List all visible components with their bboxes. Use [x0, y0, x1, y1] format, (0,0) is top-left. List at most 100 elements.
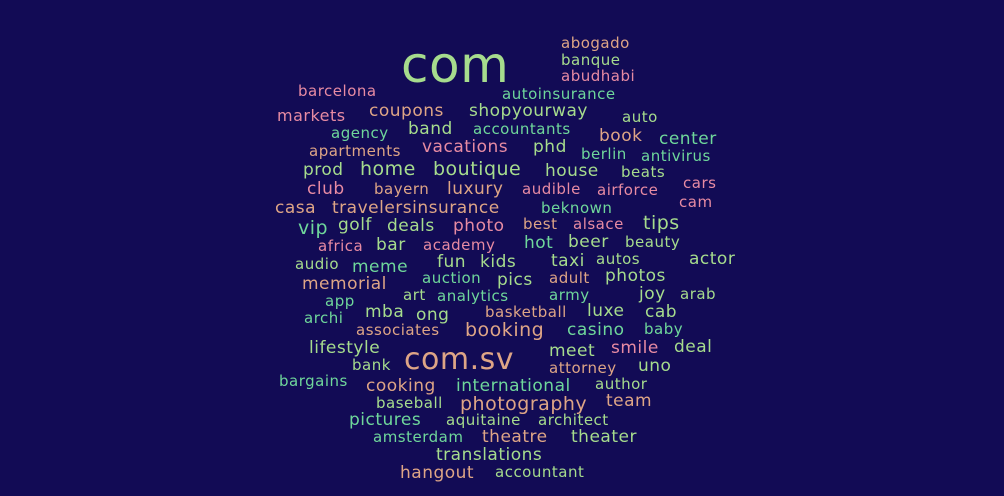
- word-beats: beats: [621, 163, 666, 181]
- word-associates: associates: [356, 321, 440, 339]
- word-ong: ong: [416, 305, 450, 325]
- word-mba: mba: [365, 302, 405, 322]
- word-cars: cars: [683, 174, 717, 192]
- word-deals: deals: [387, 216, 435, 236]
- word-cooking: cooking: [366, 376, 436, 396]
- word-com: com: [401, 36, 510, 94]
- word-beauty: beauty: [625, 233, 681, 251]
- word-photos: photos: [605, 266, 666, 286]
- word-basketball: basketball: [485, 303, 567, 321]
- word-cab: cab: [645, 302, 678, 322]
- word-barcelona: barcelona: [298, 82, 377, 100]
- word-auction: auction: [422, 269, 482, 287]
- word-memorial: memorial: [302, 274, 387, 294]
- word-academy: academy: [423, 236, 496, 254]
- word-hot: hot: [524, 233, 554, 253]
- word-international: international: [456, 376, 571, 396]
- word-theater: theater: [571, 427, 637, 447]
- word-deal: deal: [674, 337, 713, 357]
- word-berlin: berlin: [581, 145, 627, 163]
- word-beknown: beknown: [541, 199, 613, 217]
- word-band: band: [408, 119, 453, 139]
- word-africa: africa: [318, 237, 364, 255]
- word-apartments: apartments: [309, 142, 401, 160]
- word-pictures: pictures: [349, 410, 422, 430]
- word-booking: booking: [465, 319, 545, 341]
- word-amsterdam: amsterdam: [373, 428, 464, 446]
- word-cam: cam: [679, 193, 713, 211]
- word-antivirus: antivirus: [641, 147, 711, 165]
- word-smile: smile: [611, 338, 659, 358]
- word-hangout: hangout: [400, 463, 475, 483]
- word-com-sv: com.sv: [404, 342, 514, 377]
- word-analytics: analytics: [437, 287, 509, 305]
- word-center: center: [659, 129, 717, 149]
- word-autoinsurance: autoinsurance: [502, 85, 616, 103]
- word-audible: audible: [522, 180, 581, 198]
- word-taxi: taxi: [551, 251, 585, 271]
- word-art: art: [403, 286, 426, 304]
- word-luxury: luxury: [447, 179, 504, 199]
- word-translations: translations: [436, 445, 543, 465]
- word-theatre: theatre: [482, 427, 548, 447]
- word-home: home: [360, 158, 416, 180]
- word-phd: phd: [533, 137, 567, 157]
- word-book: book: [599, 126, 643, 146]
- word-baseball: baseball: [376, 394, 443, 412]
- word-app: app: [325, 292, 355, 310]
- word-team: team: [606, 391, 653, 411]
- word-accountants: accountants: [473, 120, 571, 138]
- word-architect: architect: [538, 411, 609, 429]
- word-vip: vip: [298, 217, 329, 239]
- word-auto: auto: [622, 108, 658, 126]
- word-club: club: [307, 179, 345, 199]
- word-photography: photography: [460, 393, 588, 415]
- word-accountant: accountant: [495, 463, 585, 481]
- word-best: best: [523, 215, 558, 233]
- word-abudhabi: abudhabi: [561, 67, 636, 85]
- word-markets: markets: [277, 106, 346, 125]
- word-shopyourway: shopyourway: [469, 101, 588, 121]
- word-arab: arab: [680, 285, 717, 303]
- word-joy: joy: [639, 284, 666, 304]
- word-boutique: boutique: [433, 158, 522, 180]
- word-airforce: airforce: [597, 181, 659, 199]
- word-photo: photo: [453, 216, 505, 236]
- word-agency: agency: [331, 124, 389, 142]
- word-banque: banque: [561, 51, 621, 69]
- word-tips: tips: [643, 212, 680, 234]
- word-adult: adult: [549, 269, 590, 287]
- word-casino: casino: [567, 320, 625, 340]
- word-lifestyle: lifestyle: [309, 338, 381, 358]
- word-bar: bar: [376, 235, 406, 255]
- word-meme: meme: [352, 257, 409, 277]
- word-abogado: abogado: [561, 34, 630, 52]
- word-uno: uno: [638, 356, 672, 376]
- word-army: army: [549, 286, 590, 304]
- word-kids: kids: [480, 252, 517, 272]
- word-bank: bank: [352, 356, 391, 374]
- word-golf: golf: [338, 215, 372, 235]
- word-attorney: attorney: [549, 359, 617, 377]
- word-aquitaine: aquitaine: [446, 411, 521, 429]
- word-meet: meet: [549, 341, 596, 361]
- word-alsace: alsace: [573, 215, 624, 233]
- word-vacations: vacations: [422, 137, 509, 157]
- word-autos: autos: [596, 250, 641, 268]
- word-archi: archi: [304, 309, 344, 327]
- word-coupons: coupons: [369, 101, 444, 121]
- word-bayern: bayern: [374, 180, 430, 198]
- word-casa: casa: [275, 198, 317, 218]
- word-pics: pics: [497, 270, 533, 290]
- word-bargains: bargains: [279, 372, 348, 390]
- word-fun: fun: [437, 252, 467, 272]
- word-baby: baby: [644, 320, 684, 338]
- word-author: author: [595, 375, 648, 393]
- word-audio: audio: [295, 255, 340, 273]
- word-house: house: [545, 161, 599, 181]
- word-travelersinsurance: travelersinsurance: [332, 198, 500, 218]
- word-beer: beer: [568, 232, 609, 252]
- word-luxe: luxe: [587, 301, 625, 321]
- word-prod: prod: [303, 160, 344, 180]
